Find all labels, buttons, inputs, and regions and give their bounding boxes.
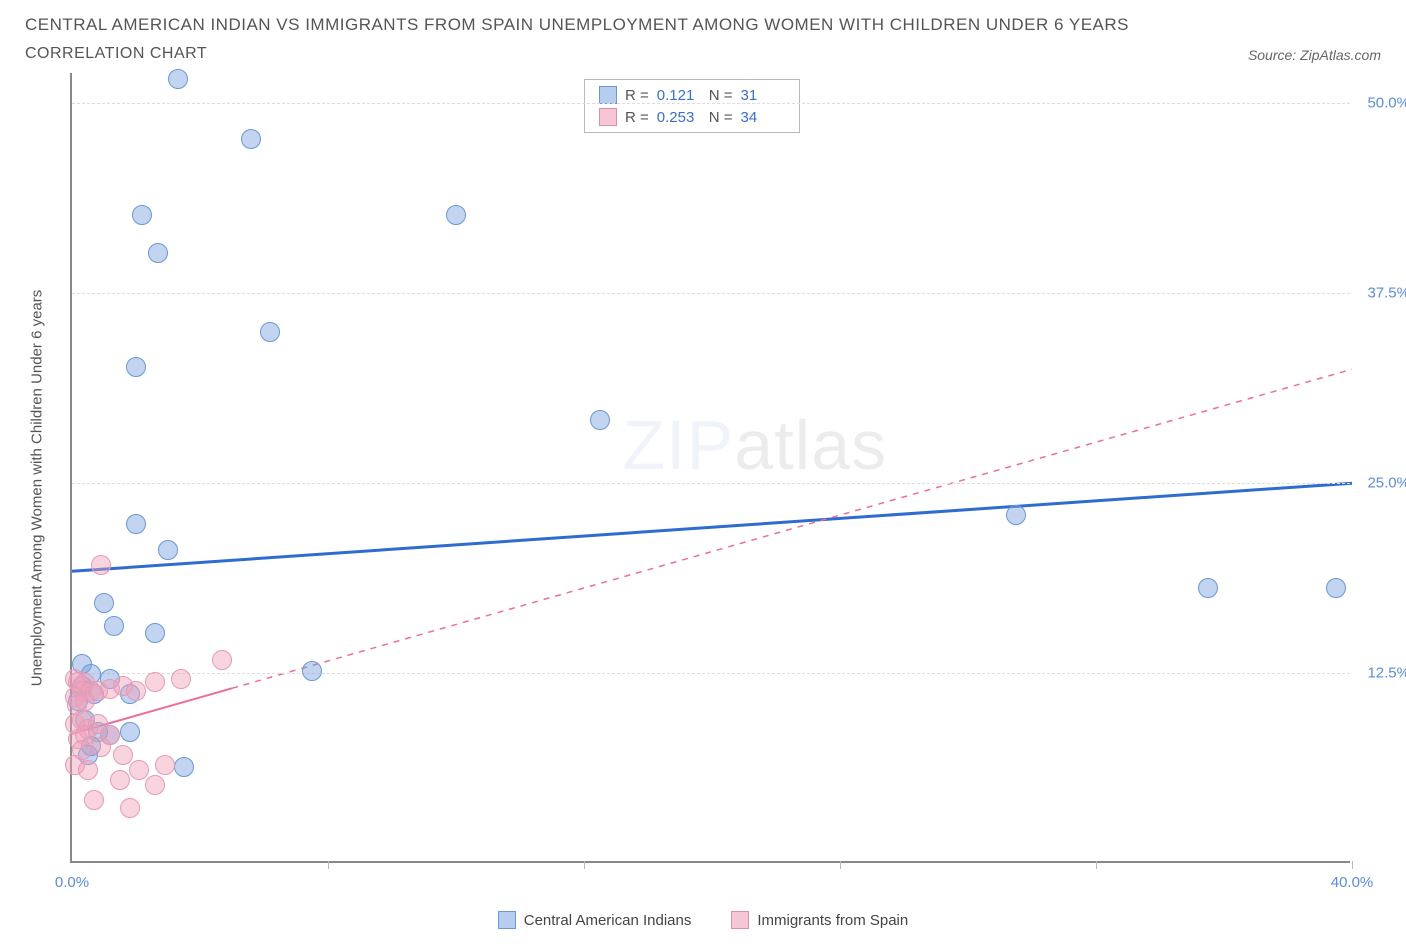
data-point-blue xyxy=(1198,578,1218,598)
data-point-pink xyxy=(145,775,165,795)
data-point-pink xyxy=(171,669,191,689)
data-point-pink xyxy=(100,725,120,745)
source-label: Source: ZipAtlas.com xyxy=(1248,47,1381,63)
legend-label-pink: Immigrants from Spain xyxy=(757,912,908,929)
data-point-blue xyxy=(1326,578,1346,598)
legend-item-blue: Central American Indians xyxy=(498,911,692,929)
swatch-blue-icon xyxy=(498,911,516,929)
legend-label-blue: Central American Indians xyxy=(524,912,692,929)
watermark: ZIPatlas xyxy=(622,405,887,485)
data-point-blue xyxy=(1006,505,1026,525)
data-point-pink xyxy=(126,681,146,701)
y-axis-label: Unemployment Among Women with Children U… xyxy=(29,290,46,687)
stats-row-pink: R = 0.253 N = 34 xyxy=(599,108,785,126)
data-point-blue xyxy=(174,757,194,777)
watermark-zip: ZIP xyxy=(622,406,734,484)
data-point-blue xyxy=(132,205,152,225)
y-tick-label: 37.5% xyxy=(1355,285,1406,302)
n-label: N = xyxy=(709,109,733,126)
tick-v xyxy=(1352,861,1353,869)
data-point-pink xyxy=(84,790,104,810)
data-point-blue xyxy=(168,69,188,89)
trend-dash-pink xyxy=(232,369,1352,688)
data-point-blue xyxy=(260,322,280,342)
n-value-pink: 34 xyxy=(741,109,785,126)
tick-v xyxy=(1096,861,1097,869)
data-point-pink xyxy=(72,740,92,760)
tick-v xyxy=(840,861,841,869)
r-value-blue: 0.121 xyxy=(657,87,701,104)
data-point-pink xyxy=(110,770,130,790)
data-point-pink xyxy=(155,755,175,775)
y-tick-label: 25.0% xyxy=(1355,475,1406,492)
gridline-h xyxy=(72,673,1350,674)
data-point-blue xyxy=(126,357,146,377)
chart-subtitle: CORRELATION CHART xyxy=(25,45,207,63)
data-point-pink xyxy=(91,555,111,575)
data-point-pink xyxy=(78,760,98,780)
data-point-blue xyxy=(145,623,165,643)
n-label: N = xyxy=(709,87,733,104)
data-point-blue xyxy=(158,540,178,560)
r-value-pink: 0.253 xyxy=(657,109,701,126)
stats-legend: R = 0.121 N = 31 R = 0.253 N = 34 xyxy=(584,79,800,133)
data-point-blue xyxy=(590,410,610,430)
data-point-blue xyxy=(104,616,124,636)
stats-row-blue: R = 0.121 N = 31 xyxy=(599,86,785,104)
swatch-blue-icon xyxy=(599,86,617,104)
data-point-pink xyxy=(145,672,165,692)
plot-region: ZIPatlas R =0.121N =31R =0.253N =34 12.5… xyxy=(70,73,1350,863)
data-point-blue xyxy=(241,129,261,149)
tick-v xyxy=(328,861,329,869)
gridline-h xyxy=(72,103,1350,104)
swatch-pink-icon xyxy=(599,108,617,126)
data-point-pink xyxy=(113,745,133,765)
x-tick-label: 40.0% xyxy=(1331,874,1374,891)
y-tick-label: 12.5% xyxy=(1355,665,1406,682)
trend-lines xyxy=(72,73,1352,863)
data-point-pink xyxy=(212,650,232,670)
swatch-pink-icon xyxy=(731,911,749,929)
gridline-h xyxy=(72,483,1350,484)
r-label: R = xyxy=(625,109,649,126)
r-label: R = xyxy=(625,87,649,104)
data-point-pink xyxy=(120,798,140,818)
x-tick-label: 0.0% xyxy=(55,874,89,891)
legend-item-pink: Immigrants from Spain xyxy=(731,911,908,929)
data-point-pink xyxy=(129,760,149,780)
tick-v xyxy=(584,861,585,869)
n-value-blue: 31 xyxy=(741,87,785,104)
y-tick-label: 50.0% xyxy=(1355,95,1406,112)
data-point-blue xyxy=(148,243,168,263)
chart-area: Unemployment Among Women with Children U… xyxy=(25,73,1381,903)
watermark-atlas: atlas xyxy=(734,406,887,484)
data-point-blue xyxy=(302,661,322,681)
data-point-blue xyxy=(446,205,466,225)
trend-solid-blue xyxy=(72,483,1352,571)
data-point-blue xyxy=(94,593,114,613)
series-legend: Central American Indians Immigrants from … xyxy=(25,911,1381,929)
data-point-blue xyxy=(126,514,146,534)
gridline-h xyxy=(72,293,1350,294)
data-point-blue xyxy=(120,722,140,742)
chart-title: CENTRAL AMERICAN INDIAN VS IMMIGRANTS FR… xyxy=(25,15,1129,35)
